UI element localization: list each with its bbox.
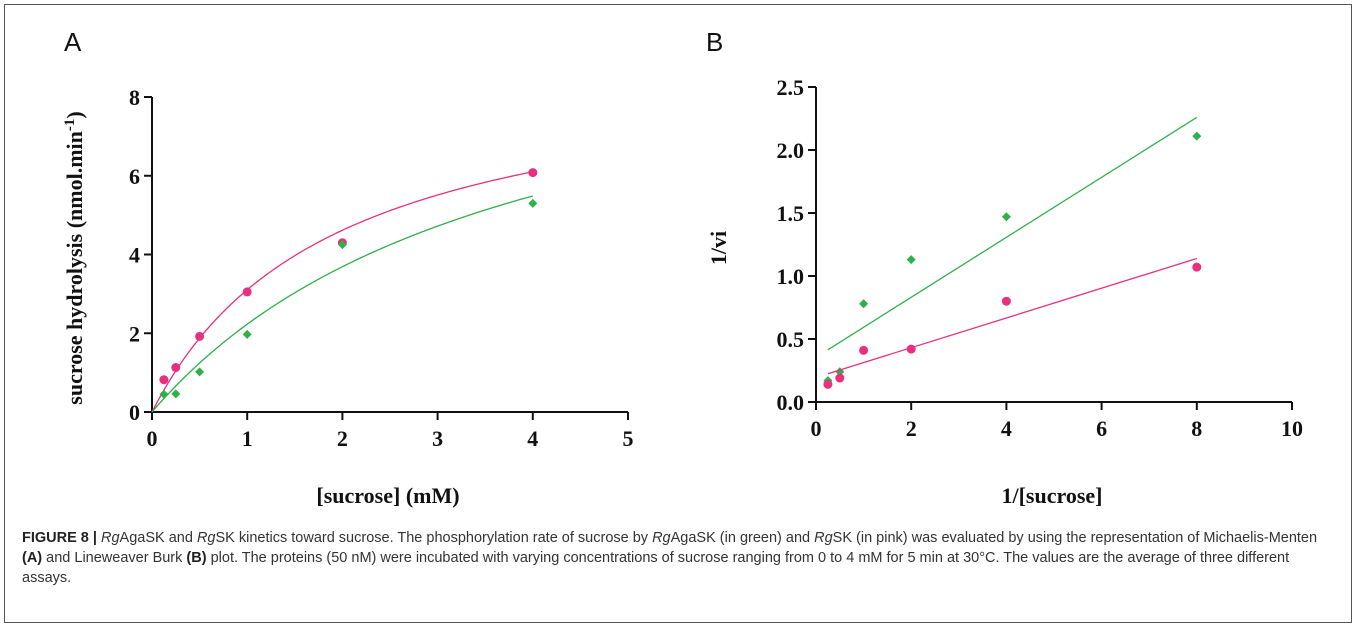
panel-a-y-axis-label-superscript: -1 [62,119,78,132]
panel-b-chart: B 1/[sucrose] 1/vi 0.0 0.5 1.0 1.5 2.0 2.5 0 2 4… [706,27,1303,508]
y-tick-label: 1.5 [777,201,805,226]
panel-b-y-axis-label: 1/vi [706,231,731,265]
caption-fragment: Rg [814,530,833,546]
x-tick-label: 2 [337,426,348,451]
caption-text: RgAgaSK and RgSK kinetics toward sucrose… [22,530,1317,586]
x-tick-label: 2 [906,416,917,441]
data-point-pink [242,287,252,297]
panel-a-x-axis-label: [sucrose] (mM) [316,483,459,508]
panel-a-label: A [64,27,82,57]
y-tick-label: 0.5 [777,327,805,352]
data-point-pink [906,344,916,354]
data-point-pink [823,379,833,389]
panel-b-x-axis-label: 1/[sucrose] [1001,483,1102,508]
y-tick-label: 6 [129,164,140,189]
caption-fragment: Rg [652,530,671,546]
data-point-pink [1192,262,1202,272]
data-point-green [159,389,169,399]
caption-fragment: AgaSK (in green) and [670,530,815,546]
y-tick-label: 8 [129,85,140,110]
figure-caption: FIGURE 8 | RgAgaSK and RgSK kinetics tow… [22,528,1332,588]
data-point-pink [528,168,538,178]
caption-fragment: plot. The proteins (50 nM) were incubate… [22,550,1290,586]
data-point-pink [195,331,205,341]
fit-line-green [827,116,1198,351]
x-tick-label: 4 [1001,416,1012,441]
caption-fragment: Rg [101,530,120,546]
data-point-green [242,329,252,339]
y-tick-label: 2.5 [777,75,805,100]
data-point-green [1192,131,1202,141]
caption-fragment: SK (in pink) was evaluated by using the … [832,530,1318,546]
data-point-green [859,299,869,309]
panel-a-y-axis-label-end: ) [62,111,87,118]
x-tick-label: 5 [623,426,634,451]
data-point-pink [171,363,181,373]
figure-frame [4,4,1352,623]
x-tick-label: 1 [242,426,253,451]
panel-b-label: B [706,27,723,57]
y-tick-label: 2.0 [777,138,805,163]
y-tick-label: 0.0 [777,390,805,415]
y-tick-label: 0 [129,400,140,425]
data-point-pink [835,373,845,383]
data-point-green [528,198,538,208]
panel-a-chart: A [sucrose] (mM) sucrose hydrolysis (nmo… [62,27,634,508]
data-point-pink [159,375,169,385]
caption-fragment: SK kinetics toward sucrose. The phosphor… [215,530,653,546]
data-point-green [195,367,205,377]
figure-canvas: A [sucrose] (mM) sucrose hydrolysis (nmo… [62,27,1303,508]
data-point-pink [859,345,869,355]
panel-a-y-axis-label: sucrose hydrolysis (nmol.min-1) [62,111,87,404]
fit-line-pink [827,257,1197,375]
fit-line-green [151,195,533,413]
caption-fragment: (B) [186,550,207,566]
data-point-pink [1001,296,1011,306]
panel-a-y-axis-label-main: sucrose hydrolysis (nmol.min [62,131,87,405]
data-point-green [337,240,347,250]
data-point-green [906,255,916,265]
data-point-green [1001,212,1011,222]
x-tick-label: 6 [1096,416,1107,441]
caption-fragment: (A) [22,550,43,566]
x-tick-label: 4 [527,426,538,451]
y-tick-label: 1.0 [777,264,805,289]
x-tick-label: 0 [811,416,822,441]
data-point-green [171,389,181,399]
figure-number: FIGURE 8 | [22,530,97,546]
fit-line-pink [151,171,533,413]
y-tick-label: 4 [129,243,140,268]
x-tick-label: 3 [432,426,443,451]
x-tick-label: 10 [1281,416,1303,441]
caption-fragment: Rg [196,530,216,546]
caption-fragment: and Lineweaver Burk [42,550,187,566]
caption-fragment: AgaSK and [119,530,197,546]
x-tick-label: 0 [147,426,158,451]
y-tick-label: 2 [129,321,140,346]
x-tick-label: 8 [1191,416,1202,441]
